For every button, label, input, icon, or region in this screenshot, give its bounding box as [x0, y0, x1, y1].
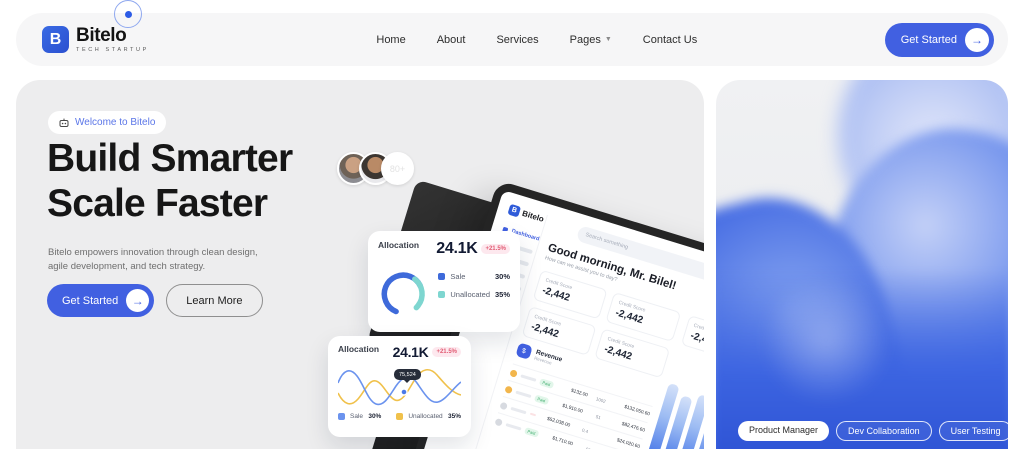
- hero-get-started-button[interactable]: Get Started →: [47, 284, 155, 317]
- customer-avatars: 80+: [337, 152, 414, 185]
- navbar: B Bitelo TECH STARTUP Home About Service…: [16, 13, 1008, 66]
- line-legend: Sale 30% Unallocated 35%: [338, 413, 461, 420]
- hero-description: Bitelo empowers innovation through clean…: [48, 247, 258, 272]
- change-badge: +21.5%: [481, 244, 510, 254]
- status-badge: Paid: [523, 426, 540, 438]
- nav-item-services[interactable]: Services: [496, 33, 539, 46]
- tag-user-testing: User Testing: [938, 421, 1008, 441]
- status-badge: Paid: [533, 393, 550, 405]
- abstract-fluid-shape: [716, 269, 1008, 449]
- arrow-right-icon: →: [964, 27, 989, 52]
- card-value: 24.1K: [392, 344, 429, 360]
- tag-dev-collaboration: Dev Collaboration: [836, 421, 932, 441]
- nav-item-pages[interactable]: Pages ▼: [569, 33, 612, 46]
- legend-swatch: [438, 273, 446, 280]
- coin-icon: [504, 384, 513, 394]
- brand-tagline: TECH STARTUP: [76, 47, 149, 53]
- legend-item: Unallocated 35%: [438, 290, 510, 299]
- brand-logo[interactable]: B Bitelo TECH STARTUP: [42, 26, 149, 53]
- robot-icon: [59, 118, 69, 127]
- legend-swatch: [438, 291, 446, 298]
- revenue-icon: $: [515, 342, 533, 360]
- dashboard-logo-icon: B: [507, 203, 522, 218]
- allocation-line-card: Allocation 24.1K +21.5% 75,524 Sale 30%: [328, 336, 471, 437]
- learn-more-button[interactable]: Learn More: [166, 284, 263, 317]
- coin-icon: [494, 417, 503, 427]
- allocation-donut-card: Allocation 24.1K +21.5% Sale 30%: [368, 231, 520, 332]
- avatar-more-count: 80+: [381, 152, 414, 185]
- brand-logo-icon: B: [42, 26, 69, 53]
- card-value: 24.1K: [436, 240, 478, 257]
- nav-item-home[interactable]: Home: [376, 33, 406, 46]
- dashboard-logo-text: Bitelo: [521, 208, 545, 224]
- line-chart: [338, 369, 461, 406]
- chevron-down-icon: ▼: [604, 36, 612, 43]
- get-started-button[interactable]: Get Started →: [884, 22, 994, 57]
- arrow-right-icon: →: [126, 289, 150, 312]
- welcome-badge-label: Welcome to Bitelo: [75, 117, 156, 128]
- nav-item-contact[interactable]: Contact Us: [642, 33, 698, 46]
- tag-product-manager: Product Manager: [738, 421, 830, 441]
- welcome-badge: Welcome to Bitelo: [48, 111, 167, 134]
- coin-icon: [509, 368, 518, 378]
- main-nav: Home About Services Pages ▼ Contact Us: [336, 34, 697, 46]
- card-title: Allocation: [378, 240, 420, 250]
- change-badge: +21.5%: [432, 347, 461, 357]
- hero-image-panel: Product Manager Dev Collaboration User T…: [716, 80, 1008, 449]
- nav-item-about[interactable]: About: [436, 33, 466, 46]
- status-badge: [529, 412, 536, 417]
- status-badge: Paid: [538, 377, 555, 389]
- abstract-highlight: [756, 280, 896, 400]
- legend-swatch: [396, 413, 404, 420]
- legend-item: Sale 30%: [438, 272, 510, 281]
- card-title: Allocation: [338, 344, 380, 354]
- hero-section: Welcome to Bitelo Build Smarter Scale Fas…: [16, 80, 704, 449]
- custom-cursor-icon: [114, 0, 142, 28]
- donut-chart: [381, 272, 425, 316]
- chart-tooltip: 75,524: [394, 369, 421, 383]
- hero-title: Build Smarter Scale Faster: [47, 137, 293, 225]
- coin-icon: [499, 401, 508, 410]
- brand-name: Bitelo: [76, 25, 127, 46]
- legend-swatch: [338, 413, 345, 420]
